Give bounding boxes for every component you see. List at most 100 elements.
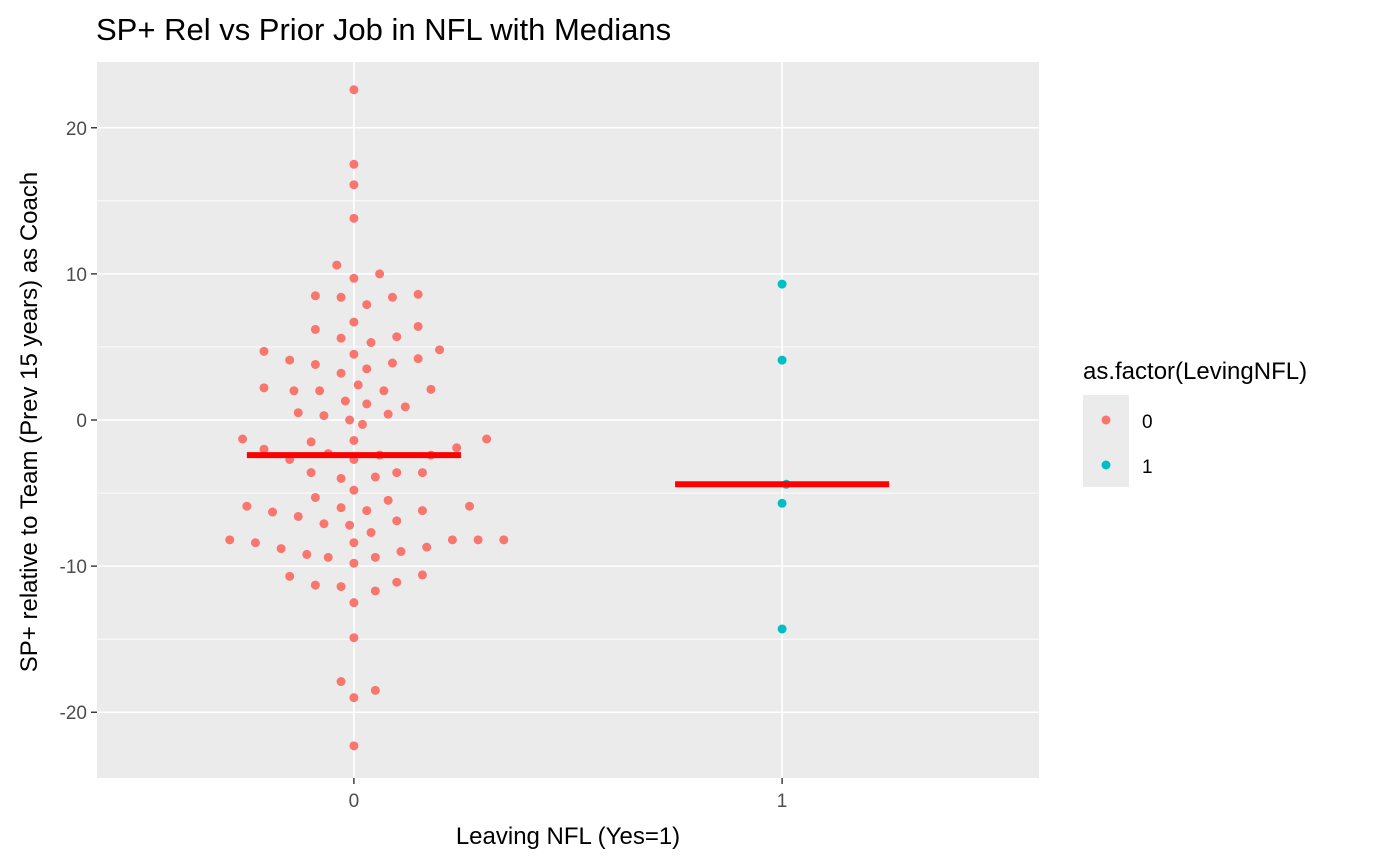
data-point-0 xyxy=(340,396,350,406)
data-point-0 xyxy=(293,408,303,418)
data-point-0 xyxy=(379,386,389,396)
y-tick-label: 0 xyxy=(76,411,87,432)
x-tick-label: 0 xyxy=(349,791,360,812)
data-point-0 xyxy=(447,535,457,545)
data-point-0 xyxy=(383,495,393,505)
y-tick-label: 10 xyxy=(66,265,87,286)
data-point-0 xyxy=(362,506,372,516)
data-point-0 xyxy=(413,321,423,331)
data-point-0 xyxy=(315,386,325,396)
legend: as.factor(LevingNFL) 0 1 xyxy=(1083,358,1307,487)
data-point-0 xyxy=(426,384,436,394)
data-point-0 xyxy=(396,547,406,557)
data-point-0 xyxy=(392,332,402,342)
legend-key-0 xyxy=(1101,415,1111,425)
data-point-0 xyxy=(349,273,359,283)
data-point-0 xyxy=(285,355,295,365)
data-point-0 xyxy=(276,544,286,554)
legend-key-1 xyxy=(1101,460,1111,470)
y-axis: -20 -10 0 10 20 xyxy=(60,119,97,724)
data-point-0 xyxy=(332,260,342,270)
data-point-0 xyxy=(349,558,359,568)
data-point-0 xyxy=(417,468,427,478)
data-point-0 xyxy=(323,552,333,562)
median-lines xyxy=(246,452,890,488)
data-point-0 xyxy=(349,741,359,751)
data-point-0 xyxy=(259,383,269,393)
legend-key-background xyxy=(1083,395,1129,487)
y-axis-title: SP+ relative to Team (Prev 15 years) as … xyxy=(16,172,43,672)
data-point-0 xyxy=(349,598,359,608)
y-tick-label: 20 xyxy=(66,119,87,140)
data-point-0 xyxy=(392,468,402,478)
data-point-0 xyxy=(413,289,423,299)
data-point-0 xyxy=(383,409,393,419)
data-point-1 xyxy=(777,355,787,365)
data-point-0 xyxy=(285,571,295,581)
data-point-0 xyxy=(400,402,410,412)
data-point-0 xyxy=(349,633,359,643)
data-point-0 xyxy=(417,570,427,580)
data-point-0 xyxy=(310,291,320,301)
data-point-0 xyxy=(349,349,359,359)
data-point-0 xyxy=(465,501,475,511)
data-point-0 xyxy=(366,528,376,538)
data-point-0 xyxy=(336,582,346,592)
legend-title: as.factor(LevingNFL) xyxy=(1083,358,1307,385)
data-point-0 xyxy=(345,520,355,530)
data-point-0 xyxy=(349,85,359,95)
minor-gridlines xyxy=(97,200,1039,640)
data-point-0 xyxy=(336,292,346,302)
data-point-0 xyxy=(238,434,248,444)
data-point-0 xyxy=(336,503,346,513)
data-point-0 xyxy=(349,693,359,703)
data-point-0 xyxy=(357,419,367,429)
chart-title: SP+ Rel vs Prior Job in NFL with Medians xyxy=(96,12,671,47)
data-point-0 xyxy=(310,580,320,590)
data-point-0 xyxy=(362,300,372,310)
x-tick-label: 1 xyxy=(777,791,788,812)
data-point-0 xyxy=(259,346,269,356)
data-point-0 xyxy=(422,542,432,552)
data-point-0 xyxy=(349,538,359,548)
data-point-0 xyxy=(392,516,402,526)
legend-label-0: 0 xyxy=(1142,412,1153,433)
data-point-0 xyxy=(250,538,260,548)
x-axis-title: Leaving NFL (Yes=1) xyxy=(456,823,680,850)
data-point-0 xyxy=(310,492,320,502)
data-point-0 xyxy=(336,677,346,687)
data-point-0 xyxy=(392,577,402,587)
data-point-0 xyxy=(310,359,320,369)
data-point-0 xyxy=(413,354,423,364)
data-point-0 xyxy=(499,535,509,545)
data-point-0 xyxy=(387,358,397,368)
data-point-0 xyxy=(336,368,346,378)
data-point-0 xyxy=(435,345,445,355)
data-point-0 xyxy=(370,685,380,695)
data-point-0 xyxy=(289,386,299,396)
data-point-0 xyxy=(345,415,355,425)
data-point-0 xyxy=(482,434,492,444)
data-point-0 xyxy=(370,586,380,596)
data-point-0 xyxy=(387,292,397,302)
data-point-0 xyxy=(259,444,269,454)
data-point-0 xyxy=(268,507,278,517)
y-tick-label: -10 xyxy=(60,557,87,578)
data-point-0 xyxy=(293,511,303,521)
data-point-0 xyxy=(336,333,346,343)
data-point-0 xyxy=(310,324,320,334)
data-point-0 xyxy=(349,317,359,327)
data-point-0 xyxy=(349,435,359,445)
data-point-0 xyxy=(349,159,359,169)
data-point-0 xyxy=(349,485,359,495)
data-point-0 xyxy=(375,269,385,279)
y-tick-label: -20 xyxy=(60,703,87,724)
data-point-0 xyxy=(366,338,376,348)
data-point-1 xyxy=(777,498,787,508)
data-point-0 xyxy=(370,472,380,482)
legend-label-1: 1 xyxy=(1142,457,1153,478)
data-point-0 xyxy=(336,473,346,483)
data-point-0 xyxy=(417,506,427,516)
